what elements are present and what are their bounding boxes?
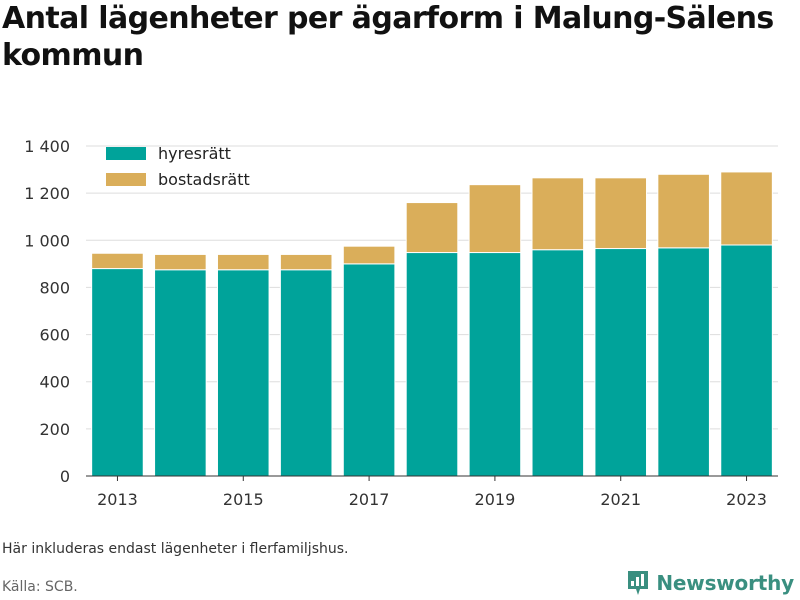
bar-hyresratt-2013 — [91, 268, 144, 477]
x-tick-label: 2015 — [223, 490, 264, 509]
y-tick-label: 1 000 — [24, 231, 70, 250]
source-text: Källa: SCB. — [2, 579, 78, 595]
bar-hyresratt-2015 — [216, 269, 270, 477]
bar-hyresratt-2019 — [468, 252, 522, 477]
bar-bostadsratt-2020 — [531, 177, 585, 251]
chart-note: Här inkluderas endast lägenheter i flerf… — [2, 541, 349, 557]
bar-bostadsratt-2022 — [657, 173, 710, 249]
bar-hyresratt-2021 — [594, 248, 648, 477]
legend-label-hyresratt: hyresrätt — [158, 144, 231, 163]
x-tick-label: 2023 — [726, 490, 767, 509]
y-tick-label: 200 — [39, 420, 70, 439]
bar-bostadsratt-2013 — [91, 252, 144, 270]
bar-bostadsratt-2017 — [342, 245, 396, 265]
legend-swatch-bostadsratt — [106, 173, 146, 186]
bar-hyresratt-2018 — [405, 252, 459, 477]
bar-bostadsratt-2015 — [216, 253, 270, 271]
bar-bostadsratt-2016 — [279, 253, 333, 271]
bar-bostadsratt-2019 — [468, 184, 522, 254]
bar-hyresratt-2022 — [657, 247, 710, 477]
bar-hyresratt-2014 — [154, 269, 207, 477]
legend: hyresrätt bostadsrätt — [106, 144, 250, 189]
x-tick-label: 2017 — [349, 490, 390, 509]
axes: 0 200 400 600 800 1 000 1 200 1 400 2013 2015 2017… — [24, 137, 778, 509]
newsworthy-logo-icon — [628, 571, 649, 595]
bar-hyresratt-2020 — [531, 249, 585, 477]
brand-name: Newsworthy — [656, 571, 794, 595]
x-tick-label: 2013 — [97, 490, 138, 509]
y-tick-label: 0 — [60, 467, 70, 486]
bars — [91, 171, 773, 477]
y-tick-label: 600 — [39, 326, 70, 345]
bar-bostadsratt-2023 — [720, 171, 773, 246]
y-tick-label: 1 200 — [24, 184, 70, 203]
legend-label-bostadsratt: bostadsrätt — [158, 170, 250, 189]
y-tick-label: 400 — [39, 373, 70, 392]
bar-hyresratt-2023 — [720, 244, 773, 477]
y-tick-label: 800 — [39, 278, 70, 297]
bar-bostadsratt-2018 — [405, 202, 459, 254]
x-tick-label: 2021 — [600, 490, 641, 509]
bar-bostadsratt-2014 — [154, 253, 207, 271]
chart-title: Antal lägenheter per ägarform i Malung-S… — [2, 1, 774, 73]
bar-hyresratt-2016 — [279, 269, 333, 477]
x-tick-label: 2019 — [475, 490, 516, 509]
y-tick-label: 1 400 — [24, 137, 70, 156]
bar-bostadsratt-2021 — [594, 177, 648, 250]
bar-hyresratt-2017 — [342, 263, 396, 477]
legend-swatch-hyresratt — [106, 147, 146, 160]
brand[interactable]: Newsworthy — [626, 569, 794, 597]
